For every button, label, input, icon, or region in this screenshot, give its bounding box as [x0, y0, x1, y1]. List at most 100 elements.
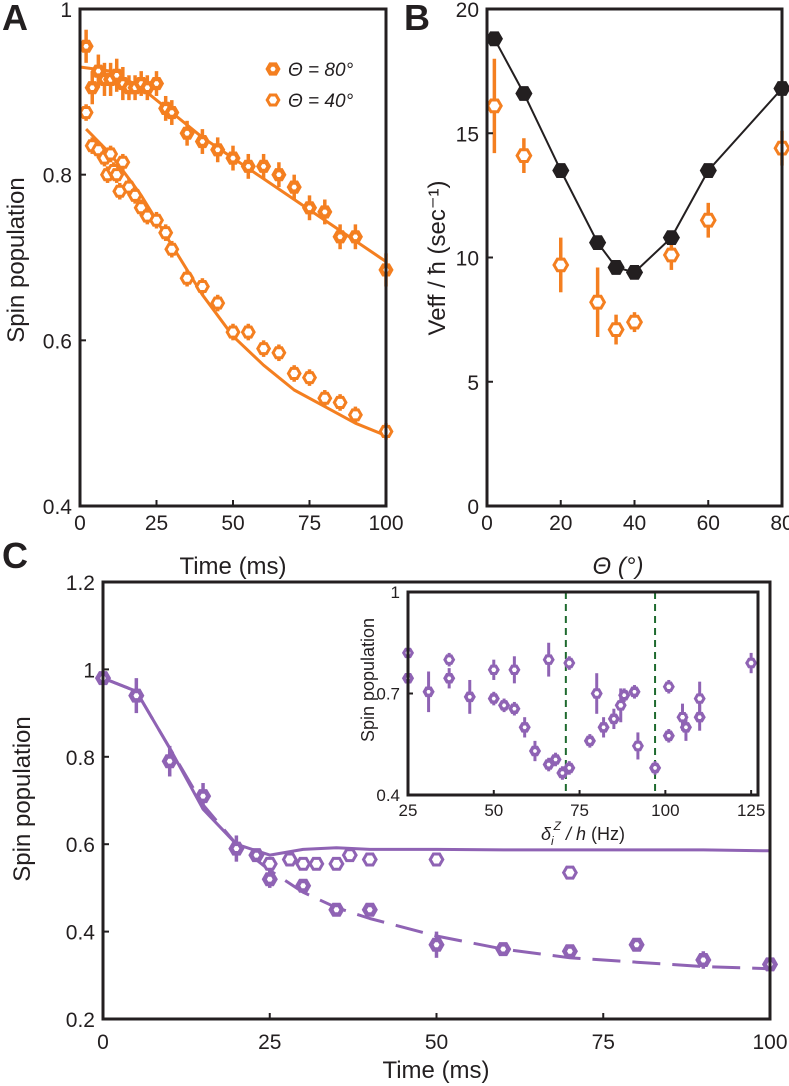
data-point-s1-11	[693, 693, 706, 704]
data-point-s0-5-center	[502, 703, 507, 708]
panel-a-ylabel: Spin population	[3, 177, 30, 342]
data-point-s0-2-center	[95, 68, 101, 74]
data-point-s0-1-center	[89, 85, 95, 90]
data-point-s0-8-center	[532, 749, 538, 753]
x-tick-label-2: 50	[221, 512, 244, 535]
legend-hexagon-filled-center	[270, 66, 276, 72]
data-point-s1-5-center	[253, 852, 260, 858]
data-point-s1-5	[625, 314, 644, 330]
data-point-s0-2	[552, 163, 570, 178]
inset-xlabel-sub: i	[551, 834, 554, 848]
y-tick-label-3: 1	[60, 0, 72, 22]
x-tick-label-4: 80	[770, 512, 789, 535]
data-point-s1-2	[552, 257, 570, 273]
data-point-s1-6	[662, 247, 680, 263]
data-point-s0-13-center	[169, 110, 175, 115]
data-point-s0-7-center	[522, 725, 527, 730]
data-point-s0-17-center	[230, 155, 236, 161]
data-point-s1-9	[115, 155, 131, 169]
data-point-s0-20-center	[276, 172, 282, 177]
data-point-s1-10	[676, 712, 689, 723]
data-point-s1-26	[317, 391, 333, 405]
data-point-s0-23-center	[322, 209, 328, 215]
data-point-s1-3	[508, 664, 521, 675]
data-point-s1-4	[542, 654, 555, 665]
data-point-s1-4-center	[233, 846, 240, 851]
panel-b-ylabel: Veff / ħ (sec⁻¹)	[424, 181, 451, 336]
data-point-s1-7	[614, 700, 627, 711]
inset-xlabel-rest: / h	[561, 824, 586, 844]
data-point-s0-6	[662, 230, 680, 245]
data-point-s0-5	[625, 265, 644, 280]
data-point-s0-11-center	[153, 81, 160, 86]
data-point-s1-13-center	[633, 942, 640, 948]
data-point-s0-24-center	[337, 234, 343, 240]
data-point-s0-0	[485, 31, 503, 47]
data-point-s0-8	[561, 865, 578, 880]
data-point-s1-1	[443, 654, 456, 665]
data-point-s1-18	[194, 280, 210, 293]
y-tick-label-1: 5	[467, 372, 479, 395]
data-point-s1-11	[127, 188, 143, 202]
data-point-s1-6-center	[266, 876, 273, 882]
y-tick-label-1: 0.6	[43, 330, 72, 353]
panel-c-inset-plot: 25 50 75 100 125 0.4 0.7 1	[376, 583, 765, 820]
data-point-s0-0	[261, 856, 278, 871]
data-point-s0-21-center	[291, 184, 297, 190]
x-tick-label-4: 125	[737, 801, 765, 820]
data-point-s0-19-center	[666, 734, 671, 738]
x-tick-label-1: 50	[484, 801, 503, 820]
x-tick-label-0: 0	[481, 512, 493, 535]
legend-marker-theta80	[265, 62, 281, 76]
panel-c-ylabel: Spin population	[9, 716, 36, 881]
panel-a-legend: Θ = 80° Θ = 40°	[265, 60, 354, 112]
data-point-s1-1-center	[133, 693, 140, 699]
legend-label-theta80: Θ = 80°	[288, 60, 354, 81]
data-point-s1-0	[78, 106, 94, 120]
panel-a-plot: 0 25 50 75 100 0.4 0.6 0.8 1	[43, 0, 404, 535]
legend-hexagon-open	[265, 93, 281, 107]
data-point-s1-25	[301, 371, 318, 385]
data-point-s1-6	[590, 688, 603, 699]
y-tick-label-0: 0.4	[376, 786, 400, 805]
data-point-s1-12-center	[567, 948, 573, 954]
x-tick-label-2: 40	[623, 512, 646, 535]
data-point-s0-19-center	[260, 164, 267, 169]
data-point-s0-18-center	[653, 766, 658, 770]
data-point-s0-7	[699, 163, 717, 178]
x-tick-label-0: 0	[97, 1031, 109, 1054]
data-point-s0-15-center	[611, 717, 616, 721]
x-tick-label-0: 0	[74, 512, 86, 535]
data-point-s0-11-center	[560, 771, 565, 775]
y-tick-label-0: 0.4	[43, 496, 73, 519]
legend-marker-theta40	[265, 93, 281, 107]
panel-b-plot: 0 20 40 60 80 0 5 10 15 20	[456, 0, 789, 535]
data-point-s0-20-center	[683, 725, 688, 730]
y-tick-label-4: 1	[83, 659, 95, 682]
data-point-s0-14-center	[601, 725, 606, 730]
inset-ylabel: Spin population	[358, 618, 378, 742]
data-point-s0-15-center	[199, 139, 206, 144]
y-tick-label-0: 0.2	[66, 1009, 95, 1032]
data-point-s0-17-center	[632, 690, 637, 694]
data-point-s0-2	[295, 856, 312, 871]
panel-label-a: A	[2, 0, 28, 38]
data-point-s1-21	[240, 325, 256, 339]
data-point-s1-11-center	[500, 946, 507, 952]
x-tick-label-3: 75	[298, 512, 321, 535]
inset-xlabel-sup: Z	[553, 819, 562, 833]
data-point-s1-3-center	[200, 793, 206, 799]
panel-label-b: B	[404, 0, 430, 38]
y-tick-label-1: 0.4	[66, 922, 96, 945]
data-point-s1-16	[164, 242, 180, 256]
x-tick-label-1: 20	[549, 512, 572, 535]
y-tick-label-3: 15	[456, 123, 479, 146]
data-point-s1-19	[210, 296, 226, 310]
axes-frame	[406, 590, 760, 797]
data-point-s1-2-center	[166, 758, 173, 764]
y-tick-label-2: 10	[456, 248, 479, 271]
data-point-s0-6-center	[512, 706, 517, 711]
data-point-s0-3	[308, 856, 325, 871]
data-point-s1-8-center	[333, 907, 340, 913]
x-tick-label-3: 75	[592, 1031, 615, 1054]
